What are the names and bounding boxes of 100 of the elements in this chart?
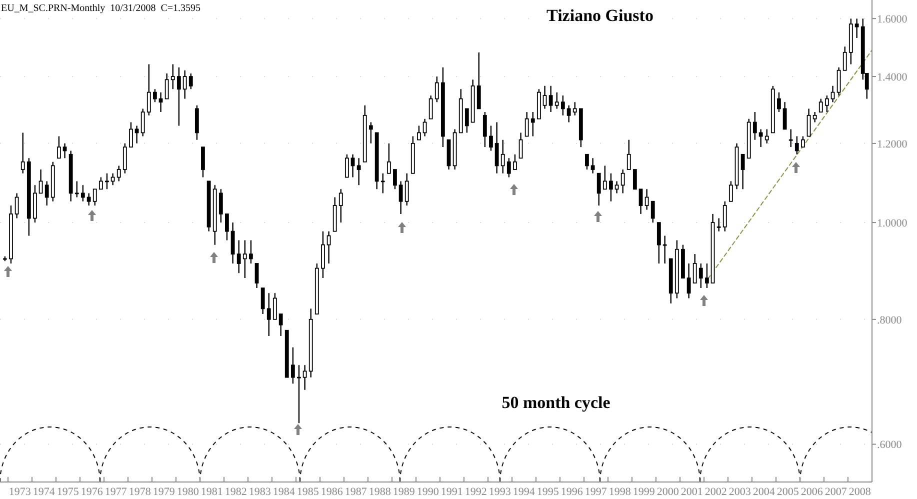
candlestick bbox=[266, 292, 271, 337]
x-tick-label: 1975 bbox=[56, 486, 80, 498]
candlestick bbox=[572, 101, 577, 116]
candlestick bbox=[734, 142, 739, 190]
candlestick bbox=[710, 213, 715, 284]
y-tick-label: .8000 bbox=[877, 314, 902, 326]
candlestick bbox=[110, 172, 115, 186]
x-tick-label: 2003 bbox=[728, 486, 752, 498]
candlestick bbox=[80, 184, 85, 202]
candlestick bbox=[554, 92, 559, 110]
candlestick bbox=[302, 364, 307, 391]
candlestick bbox=[362, 104, 367, 162]
candlestick bbox=[440, 66, 445, 148]
candlestick bbox=[614, 180, 619, 194]
x-tick-label: 1997 bbox=[584, 486, 608, 498]
candlestick bbox=[86, 192, 91, 206]
x-tick-label: 1994 bbox=[512, 486, 536, 498]
candlestick bbox=[446, 139, 451, 170]
candlestick bbox=[806, 108, 811, 137]
x-tick-label: 1988 bbox=[368, 486, 392, 498]
annotation: 50 month cycle bbox=[502, 393, 611, 412]
candlestick bbox=[758, 128, 763, 148]
candlestick bbox=[398, 180, 403, 215]
candlestick bbox=[692, 253, 697, 284]
candlestick bbox=[704, 262, 709, 289]
x-tick-label: 1990 bbox=[416, 486, 440, 498]
candlestick bbox=[716, 218, 721, 232]
x-tick-label: 1999 bbox=[632, 486, 656, 498]
candlestick bbox=[489, 125, 493, 152]
candlestick bbox=[242, 240, 247, 279]
candlestick bbox=[230, 222, 235, 264]
candlestick bbox=[608, 172, 613, 202]
candlestick bbox=[146, 64, 151, 116]
candlestick bbox=[206, 180, 211, 232]
candlestick bbox=[530, 111, 535, 137]
candlestick bbox=[542, 85, 547, 110]
y-tick-label: 1.4000 bbox=[877, 72, 908, 84]
candlestick bbox=[674, 240, 679, 299]
candlestick bbox=[452, 128, 457, 170]
candlestick bbox=[38, 168, 43, 194]
candlestick bbox=[404, 172, 409, 206]
candlestick bbox=[105, 172, 109, 190]
candlestick bbox=[182, 70, 187, 100]
candlestick bbox=[338, 188, 343, 224]
x-tick-label: 2005 bbox=[776, 486, 800, 498]
candlestick bbox=[158, 92, 163, 113]
candlestick bbox=[752, 111, 757, 140]
candlestick bbox=[26, 158, 31, 236]
candlestick bbox=[686, 262, 691, 299]
candlestick bbox=[74, 180, 79, 198]
candlestick bbox=[194, 104, 199, 140]
candlestick bbox=[644, 188, 649, 210]
candlestick bbox=[656, 222, 661, 264]
x-tick-label: 2004 bbox=[752, 486, 776, 498]
x-tick-label: 2001 bbox=[680, 486, 703, 498]
x-tick-label: 1982 bbox=[224, 486, 247, 498]
candlestick bbox=[794, 136, 799, 156]
x-tick-label: 2007 bbox=[824, 486, 848, 498]
x-tick-label: 1973 bbox=[8, 486, 32, 498]
candlestick bbox=[458, 88, 463, 134]
candlestick bbox=[740, 154, 745, 190]
candlestick bbox=[140, 108, 145, 137]
x-tick-label: 1991 bbox=[440, 486, 463, 498]
candlestick bbox=[590, 158, 595, 174]
x-tick-label: 1976 bbox=[80, 486, 104, 498]
candlestick bbox=[350, 154, 355, 178]
x-tick-label: 1986 bbox=[320, 486, 344, 498]
candlestick bbox=[848, 18, 853, 65]
candlestick bbox=[836, 66, 841, 96]
candlestick bbox=[56, 136, 61, 159]
x-tick-label: 1995 bbox=[536, 486, 560, 498]
candlestick bbox=[278, 314, 283, 337]
y-tick-label: 1.2000 bbox=[877, 138, 908, 150]
x-tick-label: 1981 bbox=[200, 486, 223, 498]
x-tick-label: 1984 bbox=[272, 486, 296, 498]
candlestick bbox=[548, 85, 553, 113]
candlestick bbox=[20, 132, 25, 174]
y-tick-label: 1.0000 bbox=[877, 218, 908, 230]
candlestick bbox=[248, 240, 253, 264]
candlestick bbox=[662, 235, 667, 264]
x-tick-label: 1978 bbox=[128, 486, 152, 498]
candlestick bbox=[566, 104, 571, 123]
x-tick-label: 2000 bbox=[656, 486, 680, 498]
x-tick-label: 1992 bbox=[464, 486, 487, 498]
candlestick bbox=[308, 308, 313, 378]
x-tick-label: 2006 bbox=[800, 486, 824, 498]
y-tick-label: 1.6000 bbox=[877, 14, 908, 26]
candlestick bbox=[68, 150, 73, 202]
candlestick bbox=[368, 122, 373, 144]
x-tick-label: 2002 bbox=[704, 486, 727, 498]
candlestick bbox=[476, 52, 481, 110]
candlestick bbox=[386, 142, 391, 174]
x-tick-label: 1974 bbox=[32, 486, 56, 498]
candlestick bbox=[698, 262, 703, 289]
candlestick bbox=[326, 230, 331, 264]
candlestick bbox=[9, 204, 13, 264]
candlestick bbox=[254, 263, 259, 289]
candlestick bbox=[824, 94, 829, 113]
candlestick bbox=[482, 111, 487, 148]
x-tick-label: 1977 bbox=[104, 486, 128, 498]
